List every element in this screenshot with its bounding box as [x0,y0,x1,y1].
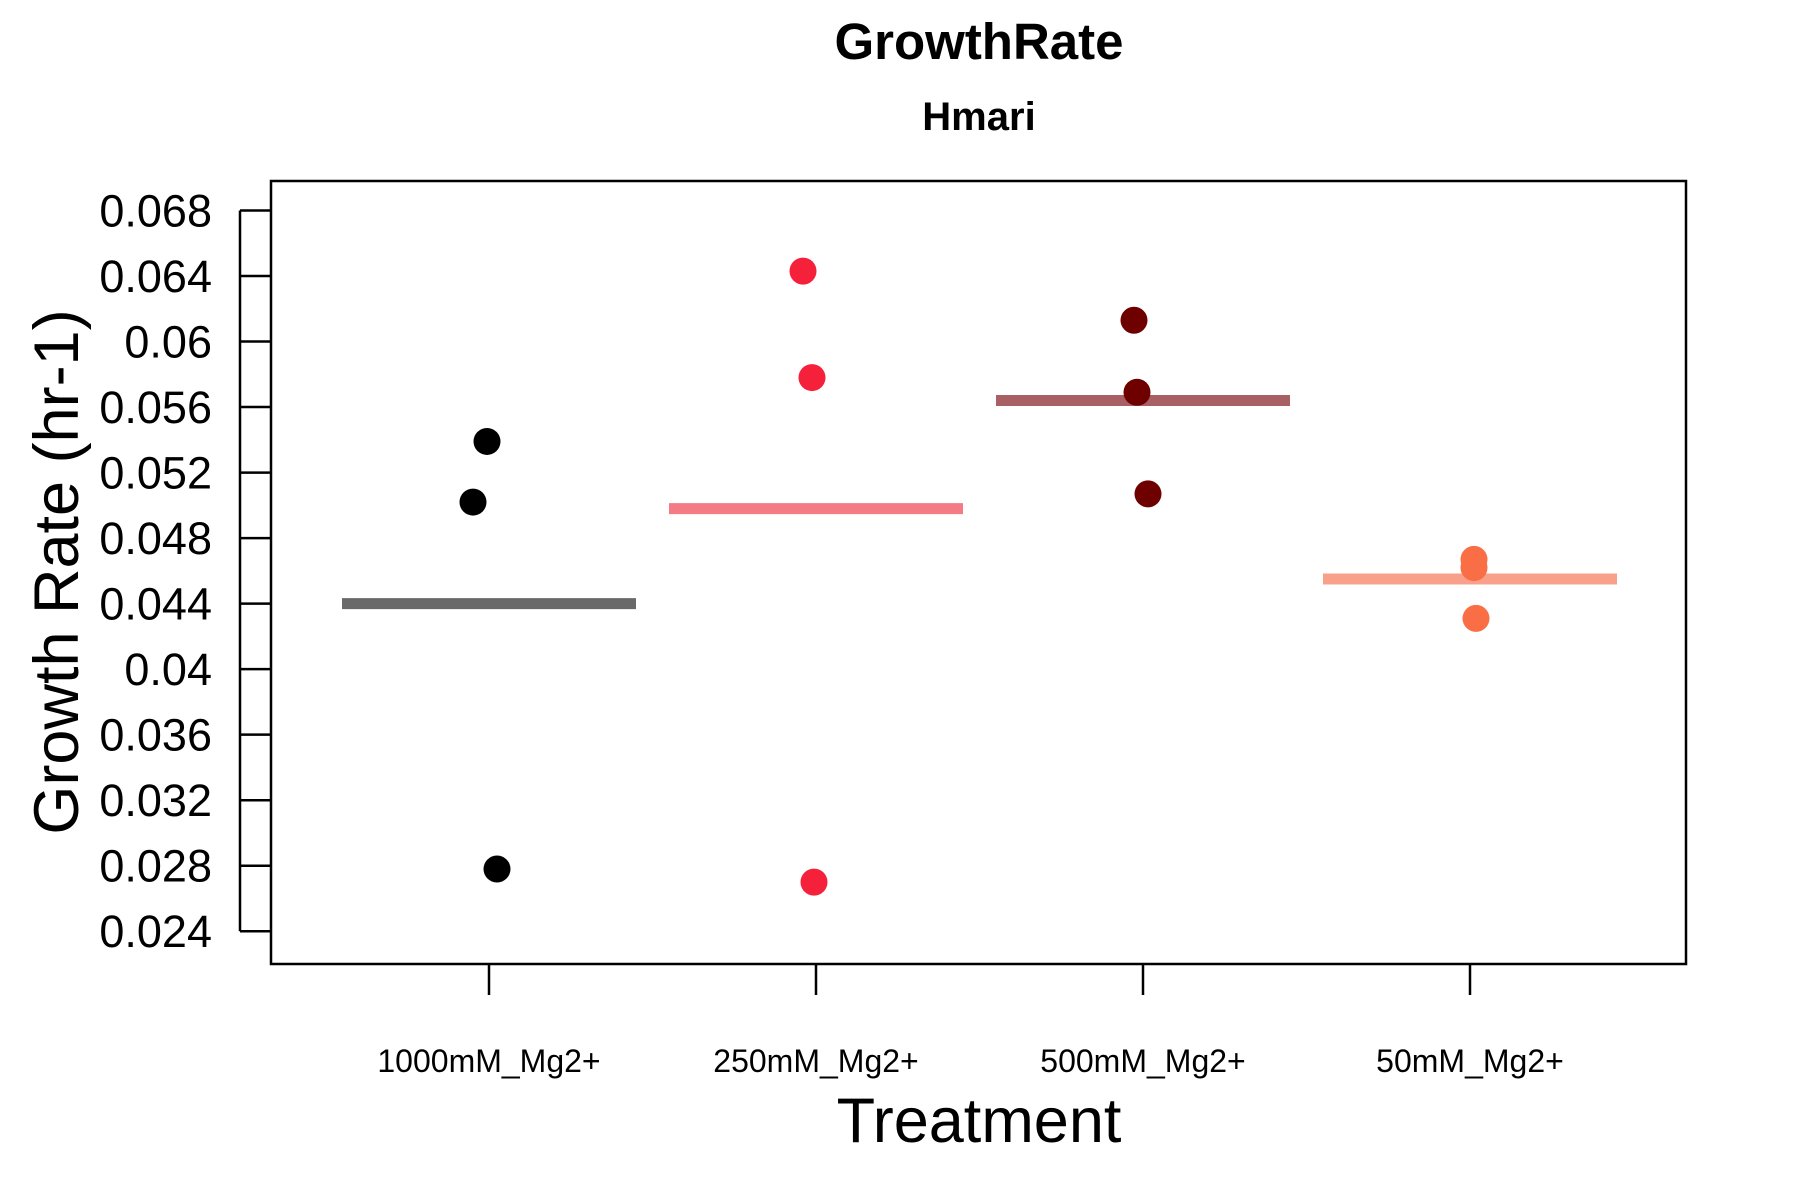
y-tick-label: 0.06 [124,317,212,368]
y-tick-label: 0.044 [99,579,212,630]
data-point [459,488,487,516]
y-axis-title: Growth Rate (hr-1) [22,309,92,834]
x-tick-label: 50mM_Mg2+ [1376,1043,1564,1079]
y-tick-label: 0.068 [99,185,212,236]
y-tick-label: 0.064 [99,251,212,302]
data-point [1134,480,1162,508]
data-point [800,868,828,896]
y-tick-label: 0.052 [99,448,212,499]
x-axis: 1000mM_Mg2+ 250mM_Mg2+ 500mM_Mg2+ 50mM_Mg2+ [377,964,1564,1079]
data-point [789,257,817,285]
data-point [483,855,511,883]
chart-subtitle: Hmari [922,95,1035,139]
x-tick-label: 250mM_Mg2+ [713,1043,918,1079]
y-tick-label: 0.036 [99,710,212,761]
y-tick-label: 0.056 [99,382,212,433]
x-tick-label: 500mM_Mg2+ [1040,1043,1245,1079]
y-axis: 0.024 0.028 0.032 0.036 0.04 0.044 0.048 0.052 0… [99,185,271,957]
y-tick-label: 0.048 [99,513,212,564]
data-point [1460,554,1488,582]
chart-title: GrowthRate [834,13,1123,70]
data-point [473,427,501,455]
data-point [1462,604,1490,632]
plot-frame [269,179,1688,966]
y-tick-label: 0.032 [99,775,212,826]
data-point [798,364,826,392]
y-tick-label: 0.024 [99,906,212,957]
data-point [1123,378,1151,406]
y-tick-label: 0.028 [99,841,212,892]
plot-marks [342,257,1617,896]
data-point [1120,306,1148,334]
x-tick-label: 1000mM_Mg2+ [377,1043,600,1079]
y-tick-label: 0.04 [124,644,212,695]
x-axis-title: Treatment [837,1086,1122,1156]
